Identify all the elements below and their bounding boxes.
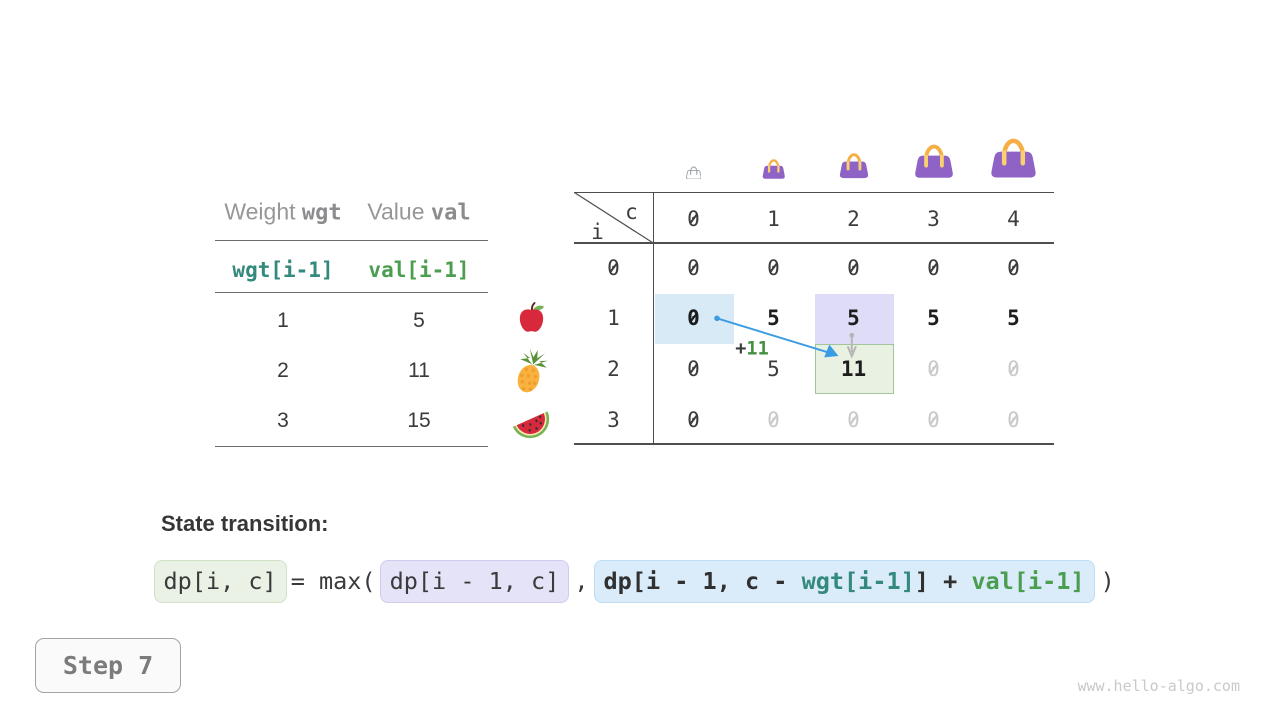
formula-comma: ,	[574, 567, 589, 595]
formula-close: )	[1100, 567, 1115, 595]
dp-cell-r1-c2: 5	[847, 306, 860, 331]
formula-eq: = max(	[290, 567, 376, 595]
items-table-line	[215, 292, 488, 294]
items-table-line	[215, 446, 488, 448]
items-wgt-index: wgt[i-1]	[232, 257, 334, 282]
item-weight: 3	[277, 408, 289, 432]
bag-capacity-4	[991, 138, 1036, 178]
items-col-weight: Weight wgt	[224, 198, 342, 226]
dp-cell-r1-c3: 5	[927, 306, 940, 331]
dp-col-header: 4	[1007, 206, 1020, 231]
dp-col-header: 1	[767, 206, 780, 231]
apple-icon	[519, 302, 544, 332]
dp-table-vertical-border	[652, 191, 655, 446]
dp-cell-r2-c4: 0	[1007, 357, 1020, 381]
dp-cell-r3-c0: 0	[687, 408, 700, 432]
formula-option1-box: dp[i - 1, c]	[379, 559, 570, 603]
step-button[interactable]: Step 7	[35, 638, 181, 693]
bag-capacity-2	[839, 153, 868, 179]
items-val-index: val[i-1]	[368, 257, 470, 282]
formula-option2-box: dp[i - 1, c - wgt[i-1]] + val[i-1]	[593, 559, 1095, 603]
item-value: 5	[413, 308, 425, 332]
dp-cell-r0-c0: 0	[687, 256, 700, 280]
dp-cell-r0-c2: 0	[847, 256, 860, 280]
item-weight: 1	[277, 308, 289, 332]
dp-cell-r2-c3: 0	[927, 357, 940, 381]
plus-value-label: +11	[735, 338, 769, 360]
dp-row-header: 0	[607, 256, 620, 280]
dp-row-header: 3	[607, 407, 620, 432]
formula-lhs-box: dp[i, c]	[153, 559, 287, 603]
dp-row-header: 1	[607, 306, 620, 331]
dp-table-header-border	[573, 242, 1054, 244]
dp-corner-col-label: c	[625, 200, 638, 224]
dp-table-bottom-border	[573, 443, 1054, 446]
dp-corner-row-label: i	[591, 219, 604, 244]
dp-cell-r3-c4: 0	[1007, 408, 1020, 432]
dp-cell-r2-c1: 5	[767, 356, 780, 381]
dp-corner-diagonal	[573, 191, 654, 244]
dp-col-header: 0	[687, 207, 700, 231]
pineapple-icon	[517, 348, 548, 393]
dp-cell-r0-c1: 0	[767, 256, 780, 280]
dp-col-header: 3	[927, 206, 940, 231]
dp-cell-r0-c3: 0	[927, 256, 940, 280]
dp-cell-r1-c0: 0	[687, 306, 700, 330]
dp-cell-r1-c4: 5	[1007, 306, 1020, 331]
dp-cell-r3-c2: 0	[847, 408, 860, 432]
dp-cell-r0-c4: 0	[1007, 256, 1020, 280]
dp-cell-r3-c3: 0	[927, 408, 940, 432]
bag-capacity-3	[914, 144, 953, 178]
items-col-value: Value val	[367, 198, 471, 226]
bag-capacity-1	[762, 158, 785, 179]
bag-capacity-0	[685, 165, 702, 179]
item-weight: 2	[277, 358, 289, 382]
dp-cell-r2-c0: 0	[687, 357, 700, 381]
watermelon-icon	[512, 411, 550, 439]
item-value: 11	[408, 358, 430, 382]
dp-cell-r1-c1: 5	[767, 306, 780, 331]
dp-cell-r2-c2: 11	[840, 356, 867, 381]
watermark: www.hello-algo.com	[1077, 677, 1240, 695]
dp-row-header: 2	[607, 356, 620, 381]
item-value: 15	[407, 408, 431, 432]
transition-title: State transition:	[161, 511, 329, 536]
transition-formula: dp[i, c] = max( dp[i - 1, c] , dp[i - 1,…	[153, 559, 1115, 603]
dp-table-top-border	[573, 191, 1054, 194]
dp-col-header: 2	[847, 206, 860, 231]
items-table-line	[215, 240, 488, 242]
dp-cell-r3-c1: 0	[767, 408, 780, 432]
